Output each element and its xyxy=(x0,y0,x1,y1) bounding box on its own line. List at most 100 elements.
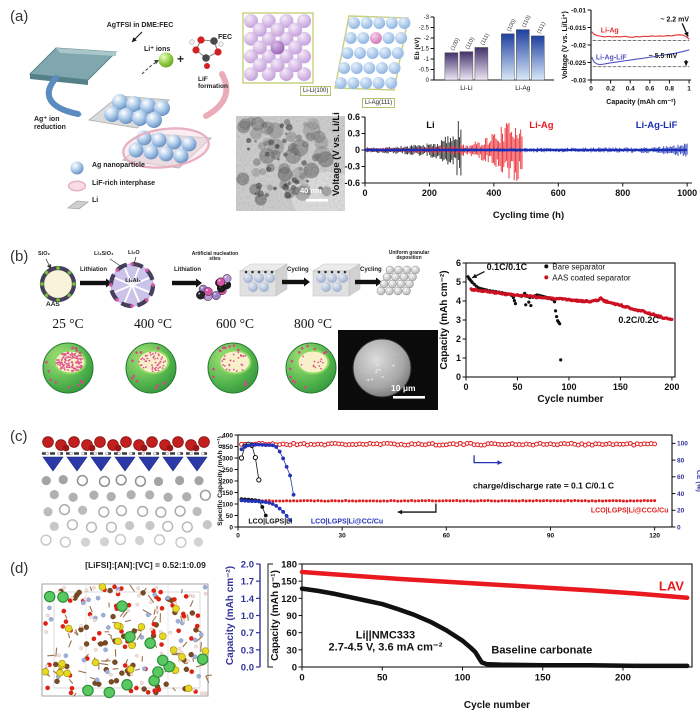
lithiation1-label: Lithiation xyxy=(80,267,107,273)
svg-text:Li: Li xyxy=(426,120,434,131)
svg-text:-2.5: -2.5 xyxy=(419,26,430,32)
svg-text:2.0: 2.0 xyxy=(241,559,254,570)
legend-li: Li xyxy=(92,197,99,204)
svg-text:150: 150 xyxy=(222,490,233,497)
svg-text:150: 150 xyxy=(281,577,297,588)
svg-text:0: 0 xyxy=(589,86,593,93)
svg-text:0.7: 0.7 xyxy=(241,628,254,639)
svg-text:Li-Ag-LiF: Li-Ag-LiF xyxy=(596,54,627,61)
legend-lif-interphase: LiF-rich interphase xyxy=(92,180,156,187)
temperature-spheres xyxy=(28,338,343,398)
svg-text:100: 100 xyxy=(677,441,688,448)
ag-reduction-label: Ag⁺ ion reduction xyxy=(34,116,66,131)
uniform-deposition-label: Uniform granular deposition xyxy=(388,250,430,262)
svg-text:200: 200 xyxy=(615,673,631,684)
svg-text:90: 90 xyxy=(547,533,555,540)
fec-label: FEC xyxy=(218,34,232,41)
svg-text:-0.02: -0.02 xyxy=(571,42,586,49)
lav-cycling-chart: 0 50 100 150 200 0 30 60 90 120 150 180 0.0 0.3 0.7 1.0… xyxy=(224,556,700,712)
svg-text:Capacity (mAh cm⁻²): Capacity (mAh cm⁻²) xyxy=(606,99,675,106)
svg-text:90: 90 xyxy=(286,611,297,622)
svg-text:(100): (100) xyxy=(506,18,517,32)
cycling2-label: Cycling xyxy=(360,267,382,273)
svg-text:Capacity (mAh cm⁻²): Capacity (mAh cm⁻²) xyxy=(225,566,236,665)
svg-text:Baseline carbonate: Baseline carbonate xyxy=(491,644,592,656)
svg-text:0.6: 0.6 xyxy=(347,112,360,122)
svg-text:-0.01: -0.01 xyxy=(571,7,586,14)
svg-text:2: 2 xyxy=(456,334,461,344)
temp-25-label: 25 °C xyxy=(52,316,84,331)
svg-text:120: 120 xyxy=(649,533,660,540)
temp-800-label: 800 °C xyxy=(293,316,333,331)
svg-text:300: 300 xyxy=(222,455,233,462)
svg-text:100: 100 xyxy=(222,501,233,508)
lithiation2-label: Lithiation xyxy=(174,267,201,273)
svg-text:0.8: 0.8 xyxy=(665,86,674,93)
svg-text:0: 0 xyxy=(236,533,240,540)
svg-text:0.0: 0.0 xyxy=(241,662,254,673)
svg-text:Li||NMC333: Li||NMC333 xyxy=(356,629,415,641)
panel-c-label: (c) xyxy=(10,428,28,445)
svg-text:2.7-4.5 V, 3.6 mA cm⁻²: 2.7-4.5 V, 3.6 mA cm⁻² xyxy=(329,641,443,653)
svg-text:0.3: 0.3 xyxy=(347,129,360,139)
svg-text:1.0: 1.0 xyxy=(241,611,254,622)
svg-text:LCO|LGPS|Li@CCG/Cu: LCO|LGPS|Li@CCG/Cu xyxy=(591,508,669,515)
svg-text:0.4: 0.4 xyxy=(626,86,635,93)
svg-text:(111): (111) xyxy=(536,21,547,35)
svg-text:0: 0 xyxy=(355,145,360,155)
svg-text:Specific Capacity (mAh g⁻¹): Specific Capacity (mAh g⁻¹) xyxy=(217,436,224,526)
lco-cycling-chart: 0 30 60 90 120 0 50 100 150 200 250 300 350 400 0 20 40 6… xyxy=(213,424,700,540)
svg-text:-0.03: -0.03 xyxy=(571,77,586,84)
svg-text:Cycling time (h): Cycling time (h) xyxy=(493,210,564,221)
svg-text:AAS coated separator: AAS coated separator xyxy=(552,273,631,282)
svg-text:Cycle number: Cycle number xyxy=(464,700,530,711)
svg-text:250: 250 xyxy=(222,467,233,474)
nucleation-label: Artificial nucleation sites xyxy=(191,251,239,263)
svg-text:Capacity (mAh g⁻¹): Capacity (mAh g⁻¹) xyxy=(270,570,281,661)
svg-text:Bare separator: Bare separator xyxy=(552,262,605,271)
svg-text:3: 3 xyxy=(456,315,461,325)
svg-text:Eb (eV): Eb (eV) xyxy=(414,37,421,59)
svg-text:-1.5: -1.5 xyxy=(419,47,430,53)
svg-text:350: 350 xyxy=(222,444,233,451)
svg-text:40: 40 xyxy=(677,491,685,498)
overpotential-chart: 0 0.2 0.4 0.6 0.8 1 -0.01 -0.015 -0.02 -0.025 -0.0… xyxy=(558,4,700,108)
svg-text:50: 50 xyxy=(512,382,522,392)
sem-image: 10 μm xyxy=(338,330,438,410)
li4sio4-label: Li₄SiO₄ xyxy=(94,251,114,257)
svg-text:50: 50 xyxy=(226,513,234,520)
svg-text:400: 400 xyxy=(486,188,501,198)
sem-scale-label: 10 μm xyxy=(391,383,416,393)
crystal-models: Li-Li(100) Li-Ag(111) xyxy=(236,12,426,116)
svg-text:(111): (111) xyxy=(480,33,491,47)
svg-text:800: 800 xyxy=(615,188,630,198)
svg-text:(100): (100) xyxy=(450,37,461,51)
svg-text:LCO|LGPS|Li: LCO|LGPS|Li xyxy=(248,518,292,525)
panel-a-schematic: AgTFSI in DME:FEC Li⁺ ions + FEC LiF for… xyxy=(26,16,238,226)
cycling1-label: Cycling xyxy=(287,267,309,273)
svg-text:30: 30 xyxy=(286,645,297,656)
svg-text:6: 6 xyxy=(456,258,461,268)
svg-text:20: 20 xyxy=(677,508,685,515)
svg-text:CE (%): CE (%) xyxy=(695,470,700,492)
panel-d-label: (d) xyxy=(10,560,29,577)
svg-text:0: 0 xyxy=(362,188,367,198)
svg-text:180: 180 xyxy=(281,559,297,570)
svg-text:0.2: 0.2 xyxy=(606,86,615,93)
interface-structure-image xyxy=(38,436,213,552)
svg-text:-0.3: -0.3 xyxy=(344,162,360,172)
svg-text:0: 0 xyxy=(463,382,468,392)
svg-text:Voltage (V vs. Li/Li⁺): Voltage (V vs. Li/Li⁺) xyxy=(562,11,569,79)
svg-text:80: 80 xyxy=(677,457,685,464)
svg-text:0: 0 xyxy=(229,524,233,531)
svg-text:0: 0 xyxy=(456,372,461,382)
svg-text:charge/discharge rate = 0.1 C/: charge/discharge rate = 0.1 C/0.1 C xyxy=(473,480,614,490)
separator-capacity-chart: 0 50 100 150 200 0 1 2 3 4 5 6 Cycle number Capacity … xyxy=(438,256,700,406)
tem-image: 40 nm xyxy=(236,116,345,211)
electrode-label: AgTFSI in DME:FEC xyxy=(106,22,174,29)
svg-text:~ 5.5 mV: ~ 5.5 mV xyxy=(649,53,678,60)
svg-text:Li-Ag: Li-Ag xyxy=(601,27,619,34)
svg-text:200: 200 xyxy=(664,382,679,392)
svg-text:(110): (110) xyxy=(521,14,532,28)
